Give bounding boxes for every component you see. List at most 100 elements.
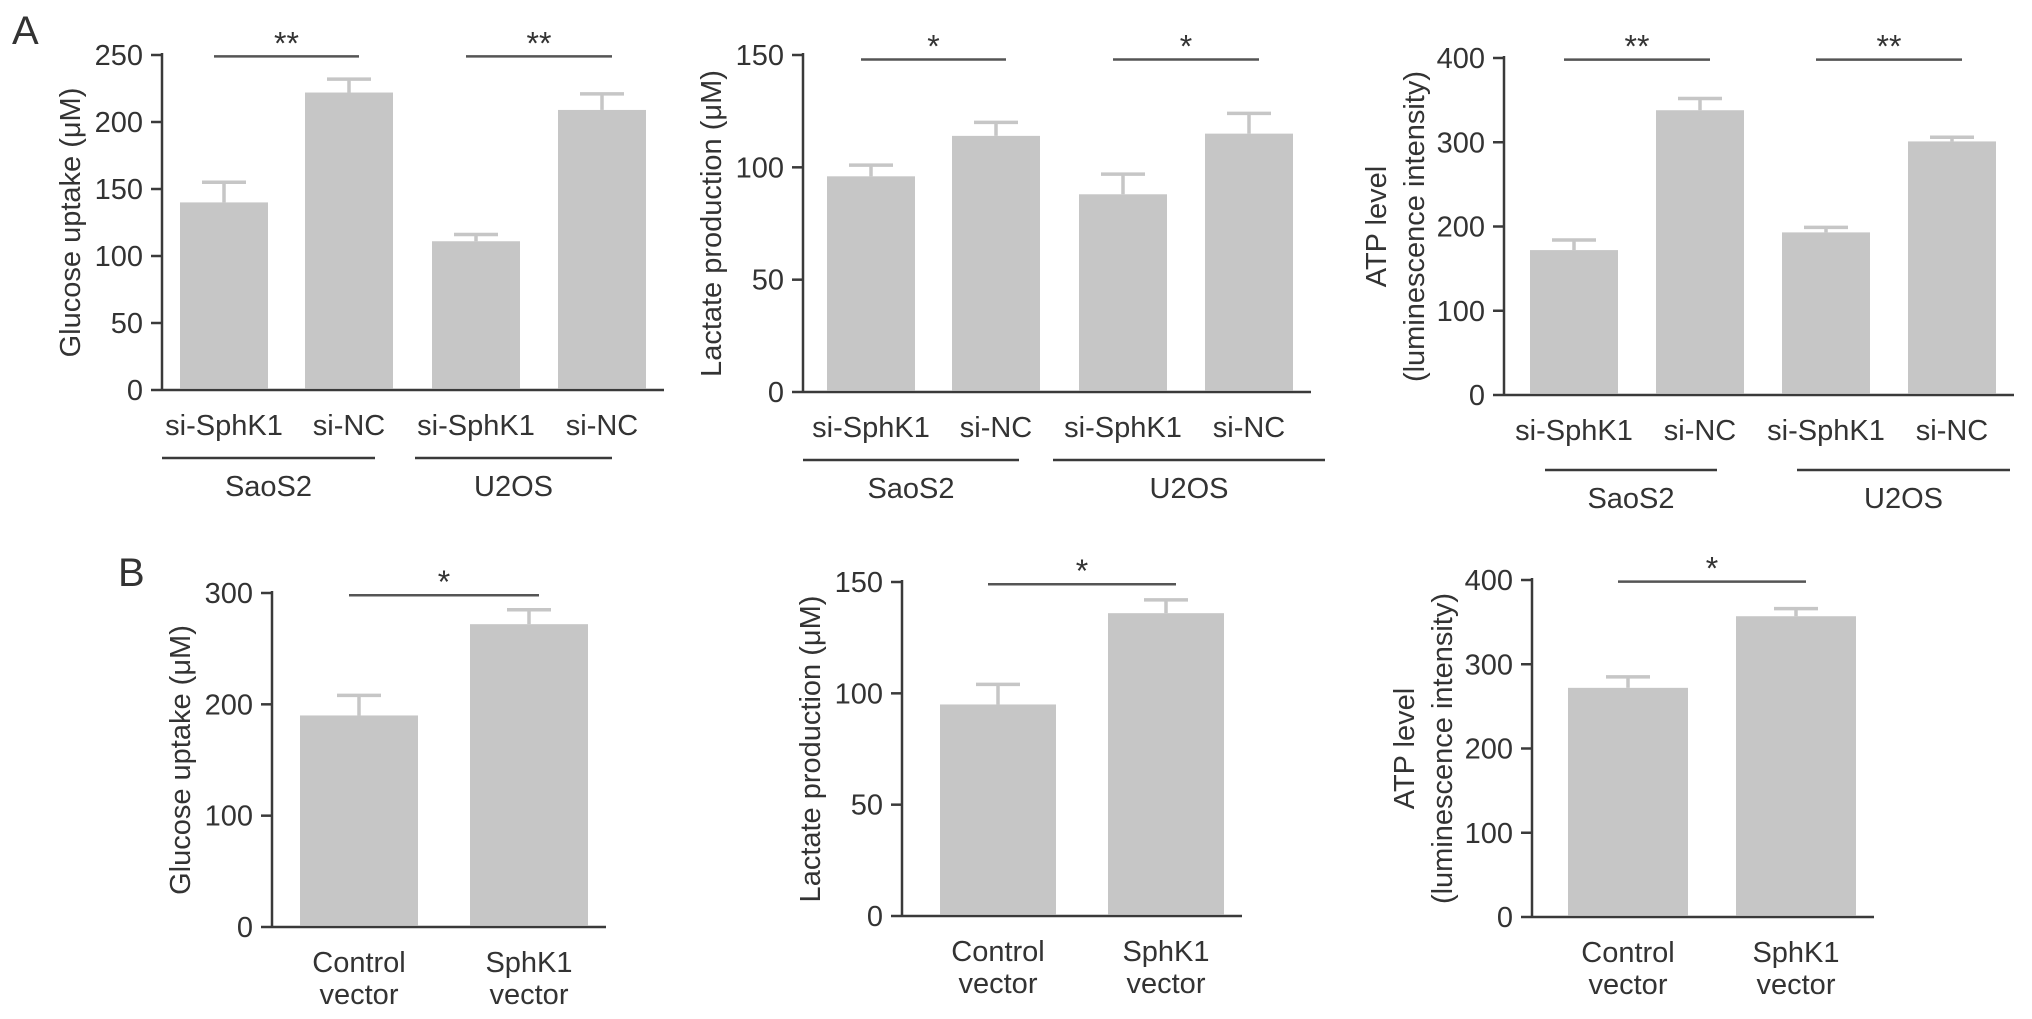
chart-atp-level-knockdown: 0 100 200 300 400 ATP level (luminescence inte… [1361, 29, 2014, 515]
significance-label: ** [274, 25, 299, 61]
bar [1205, 133, 1293, 391]
y-tick-label: 200 [205, 689, 253, 721]
y-tick-label: 50 [111, 308, 143, 340]
y-tick-label: 200 [1437, 212, 1485, 244]
panel-label-b: B [118, 551, 145, 595]
category-label: si-NC [1916, 415, 1989, 447]
category-label: si-NC [1213, 412, 1286, 444]
chart-atp-level-overexpression: 0 100 200 300 400 ATP level (luminescence inte… [1389, 551, 1874, 1001]
category-label: vector [959, 968, 1038, 1000]
category-label: Control [951, 936, 1045, 968]
y-axis-title: ATP level [1389, 688, 1421, 809]
category-label: SphK1 [485, 947, 572, 979]
bar [558, 109, 646, 389]
y-tick-label: 100 [205, 801, 253, 833]
y-axis-title: Glucose uptake (μM) [55, 88, 87, 358]
bar [1736, 616, 1856, 916]
y-tick-label: 0 [768, 377, 784, 409]
group-label: SaoS2 [225, 471, 312, 503]
y-tick-label: 300 [1465, 649, 1513, 681]
y-axis-title: Glucose uptake (μM) [165, 625, 197, 895]
category-label: si-SphK1 [165, 410, 283, 442]
y-tick-label: 0 [1497, 902, 1513, 934]
y-tick-label: 50 [851, 790, 883, 822]
category-label: vector [1757, 969, 1836, 1001]
bar [1782, 232, 1870, 394]
y-tick-label: 0 [127, 375, 143, 407]
significance-label: * [1076, 553, 1088, 589]
y-tick-label: 400 [1437, 43, 1485, 75]
y-tick-label: 400 [1465, 565, 1513, 597]
bar [1908, 141, 1996, 394]
significance-label: * [1180, 28, 1192, 64]
significance-label: ** [1877, 29, 1902, 65]
group-label: U2OS [1150, 473, 1229, 505]
y-tick-label: 300 [205, 578, 253, 610]
category-label: si-SphK1 [812, 412, 930, 444]
bar [827, 176, 915, 391]
bar [940, 704, 1056, 915]
y-tick-label: 150 [95, 174, 143, 206]
category-label: vector [320, 979, 399, 1011]
group-label: SaoS2 [1587, 483, 1674, 515]
y-tick-label: 100 [1437, 296, 1485, 328]
y-axis-title: ATP level [1361, 166, 1393, 287]
bar [1530, 250, 1618, 394]
bar [180, 202, 268, 389]
bar [300, 715, 418, 926]
y-tick-label: 0 [1469, 380, 1485, 412]
y-tick-label: 100 [1465, 818, 1513, 850]
category-label: si-SphK1 [417, 410, 535, 442]
category-label: si-NC [960, 412, 1033, 444]
category-label: SphK1 [1122, 936, 1209, 968]
y-tick-label: 250 [95, 40, 143, 72]
category-label: si-SphK1 [1515, 415, 1633, 447]
category-label: si-NC [313, 410, 386, 442]
panel-label-a: A [12, 9, 39, 53]
bar [432, 241, 520, 389]
bar [1079, 194, 1167, 391]
significance-label: * [438, 564, 450, 600]
bar [952, 135, 1040, 391]
y-tick-label: 150 [835, 567, 883, 599]
y-axis-title: Lactate production (μM) [696, 70, 728, 377]
bar [1568, 687, 1688, 916]
bar [1656, 110, 1744, 394]
y-tick-label: 200 [95, 107, 143, 139]
category-label: vector [1127, 968, 1206, 1000]
y-axis-title: (luminescence intensity) [1399, 71, 1431, 382]
category-label: si-SphK1 [1064, 412, 1182, 444]
group-label: SaoS2 [867, 473, 954, 505]
y-tick-label: 50 [752, 265, 784, 297]
y-tick-label: 100 [835, 678, 883, 710]
bar [305, 92, 393, 389]
y-axis-title: (luminescence intensity) [1427, 593, 1459, 904]
y-tick-label: 300 [1437, 127, 1485, 159]
category-label: si-SphK1 [1767, 415, 1885, 447]
group-label: U2OS [474, 471, 553, 503]
category-label: SphK1 [1752, 937, 1839, 969]
category-label: vector [1589, 969, 1668, 1001]
significance-label: ** [527, 25, 552, 61]
significance-label: ** [1625, 29, 1650, 65]
y-tick-label: 200 [1465, 734, 1513, 766]
bar [1108, 613, 1224, 915]
y-tick-label: 150 [736, 40, 784, 72]
y-tick-label: 100 [95, 241, 143, 273]
category-label: Control [312, 947, 406, 979]
significance-label: * [1706, 551, 1718, 587]
bar [470, 624, 588, 926]
significance-label: * [927, 28, 939, 64]
category-label: Control [1581, 937, 1675, 969]
y-tick-label: 0 [237, 912, 253, 944]
category-label: si-NC [1664, 415, 1737, 447]
category-label: si-NC [566, 410, 639, 442]
group-label: U2OS [1864, 483, 1943, 515]
category-label: vector [490, 979, 569, 1011]
y-tick-label: 100 [736, 152, 784, 184]
